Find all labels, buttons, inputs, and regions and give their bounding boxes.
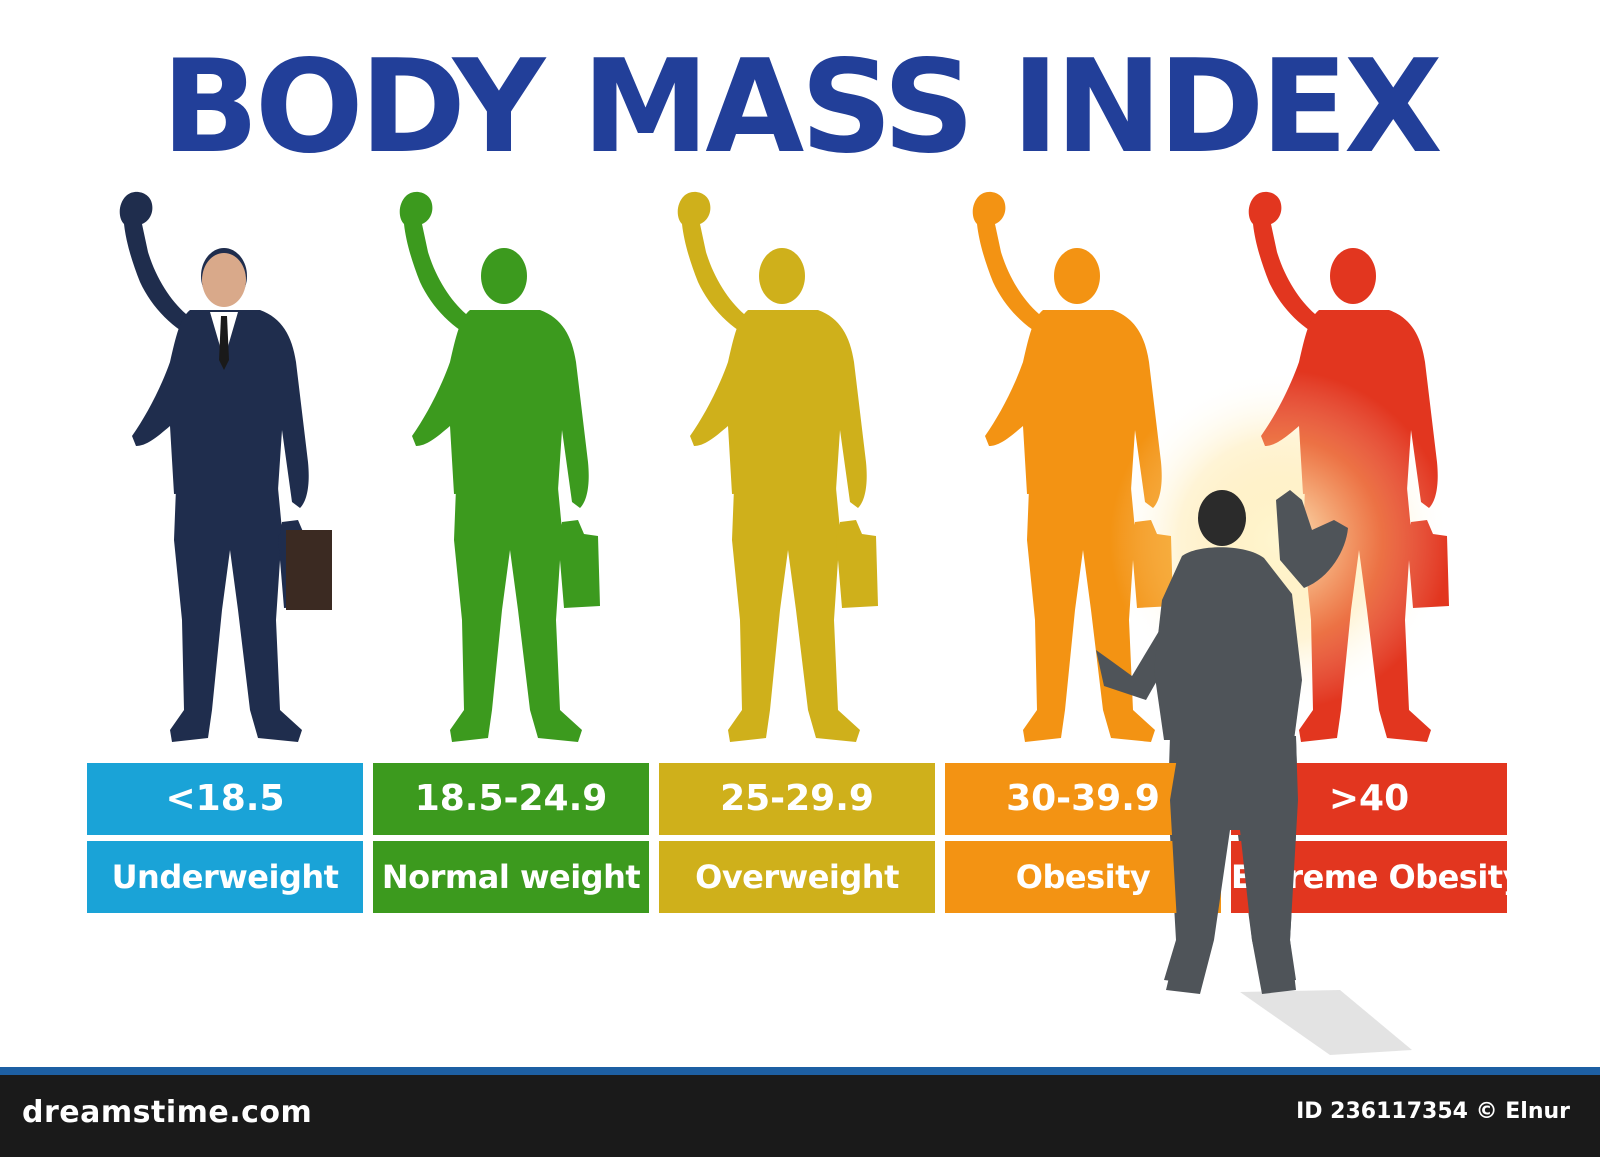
band-label-overweight: Overweight (659, 841, 935, 913)
band-range-overweight: 25-29.9 (659, 763, 935, 835)
foreground-person-overlay (1166, 740, 1298, 994)
footer: dreamstime.com ID 236117354 © Elnur (0, 1067, 1600, 1157)
footer-credit: ID 236117354 © Elnur (1296, 1099, 1570, 1124)
band-range-underweight: <18.5 (87, 763, 363, 835)
page-title: BODY MASS INDEX (161, 33, 1442, 182)
band-range-normal: 18.5-24.9 (373, 763, 649, 835)
band-label-underweight: Underweight (87, 841, 363, 913)
footer-brand: dreamstime.com (22, 1095, 313, 1130)
underweight-person-figure (119, 191, 332, 743)
floor-shadow (1240, 990, 1412, 1055)
footer-accent-band (0, 1067, 1600, 1075)
band-label-normal: Normal weight (373, 841, 649, 913)
